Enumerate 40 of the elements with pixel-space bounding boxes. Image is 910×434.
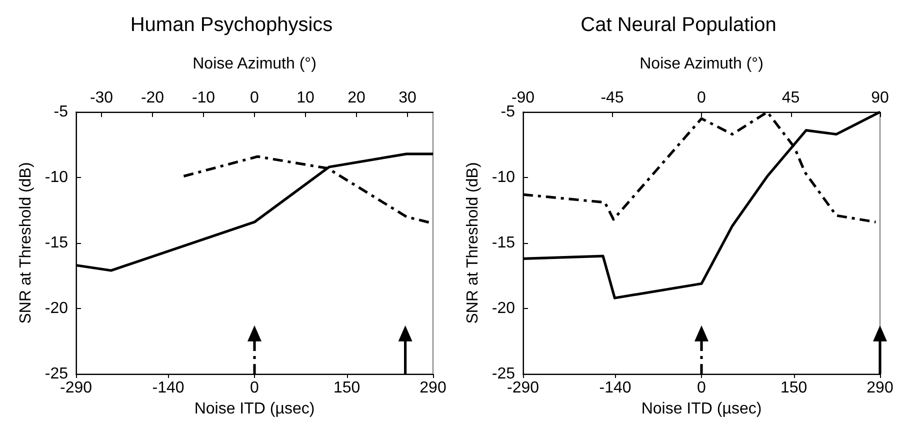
y-tick-label: -15 [44, 234, 68, 252]
x-tick-label: 0 [250, 380, 260, 396]
x2-tick-label: 0 [697, 90, 706, 106]
x-tick-label: 150 [780, 380, 808, 396]
x-tick-label: -140 [152, 380, 184, 396]
x2-tick-label: -45 [600, 90, 624, 106]
x-tick-label: 150 [333, 380, 360, 396]
x2-tick-label: -30 [90, 90, 114, 106]
x2-tick-label: -20 [140, 90, 164, 106]
x-tick-label: -140 [599, 380, 632, 396]
y-tick-label: -25 [492, 366, 516, 382]
y-tick-label: -20 [492, 300, 516, 317]
x2-axis-title: Noise Azimuth (°) [192, 56, 316, 72]
x2-tick-label: -10 [192, 90, 216, 106]
y-axis-title: SNR at Threshold (dB) [464, 162, 482, 324]
x2-tick-label: 90 [871, 90, 889, 106]
x2-axis-title: Noise Azimuth (°) [640, 56, 764, 72]
x2-tick-label: -90 [511, 90, 535, 106]
x-tick-label: -290 [506, 380, 540, 396]
chart-title: Human Psychophysics [130, 14, 333, 36]
y-axis-title: SNR at Threshold (dB) [17, 162, 34, 324]
x-axis-title: Noise ITD (µsec) [641, 400, 762, 418]
x-tick-label: 290 [420, 380, 446, 396]
x2-tick-label: 45 [782, 90, 800, 106]
x2-tick-label: 0 [250, 90, 260, 106]
y-tick-label: -10 [44, 169, 68, 186]
x-tick-label: 290 [866, 380, 894, 396]
x2-tick-label: 10 [296, 90, 314, 106]
y-tick-label: -5 [500, 104, 516, 120]
y-tick-label: -15 [492, 234, 516, 252]
x2-tick-label: 30 [398, 90, 416, 106]
y-tick-label: -5 [54, 104, 68, 120]
x2-tick-label: 20 [348, 90, 366, 106]
x-tick-label: 0 [697, 380, 706, 396]
y-tick-label: -20 [44, 300, 68, 317]
x-axis-title: Noise ITD (µsec) [194, 400, 315, 418]
y-tick-label: -25 [44, 366, 68, 382]
x-tick-label: -290 [60, 380, 92, 396]
chart-title: Cat Neural Population [580, 14, 776, 36]
y-tick-label: -10 [492, 169, 516, 186]
